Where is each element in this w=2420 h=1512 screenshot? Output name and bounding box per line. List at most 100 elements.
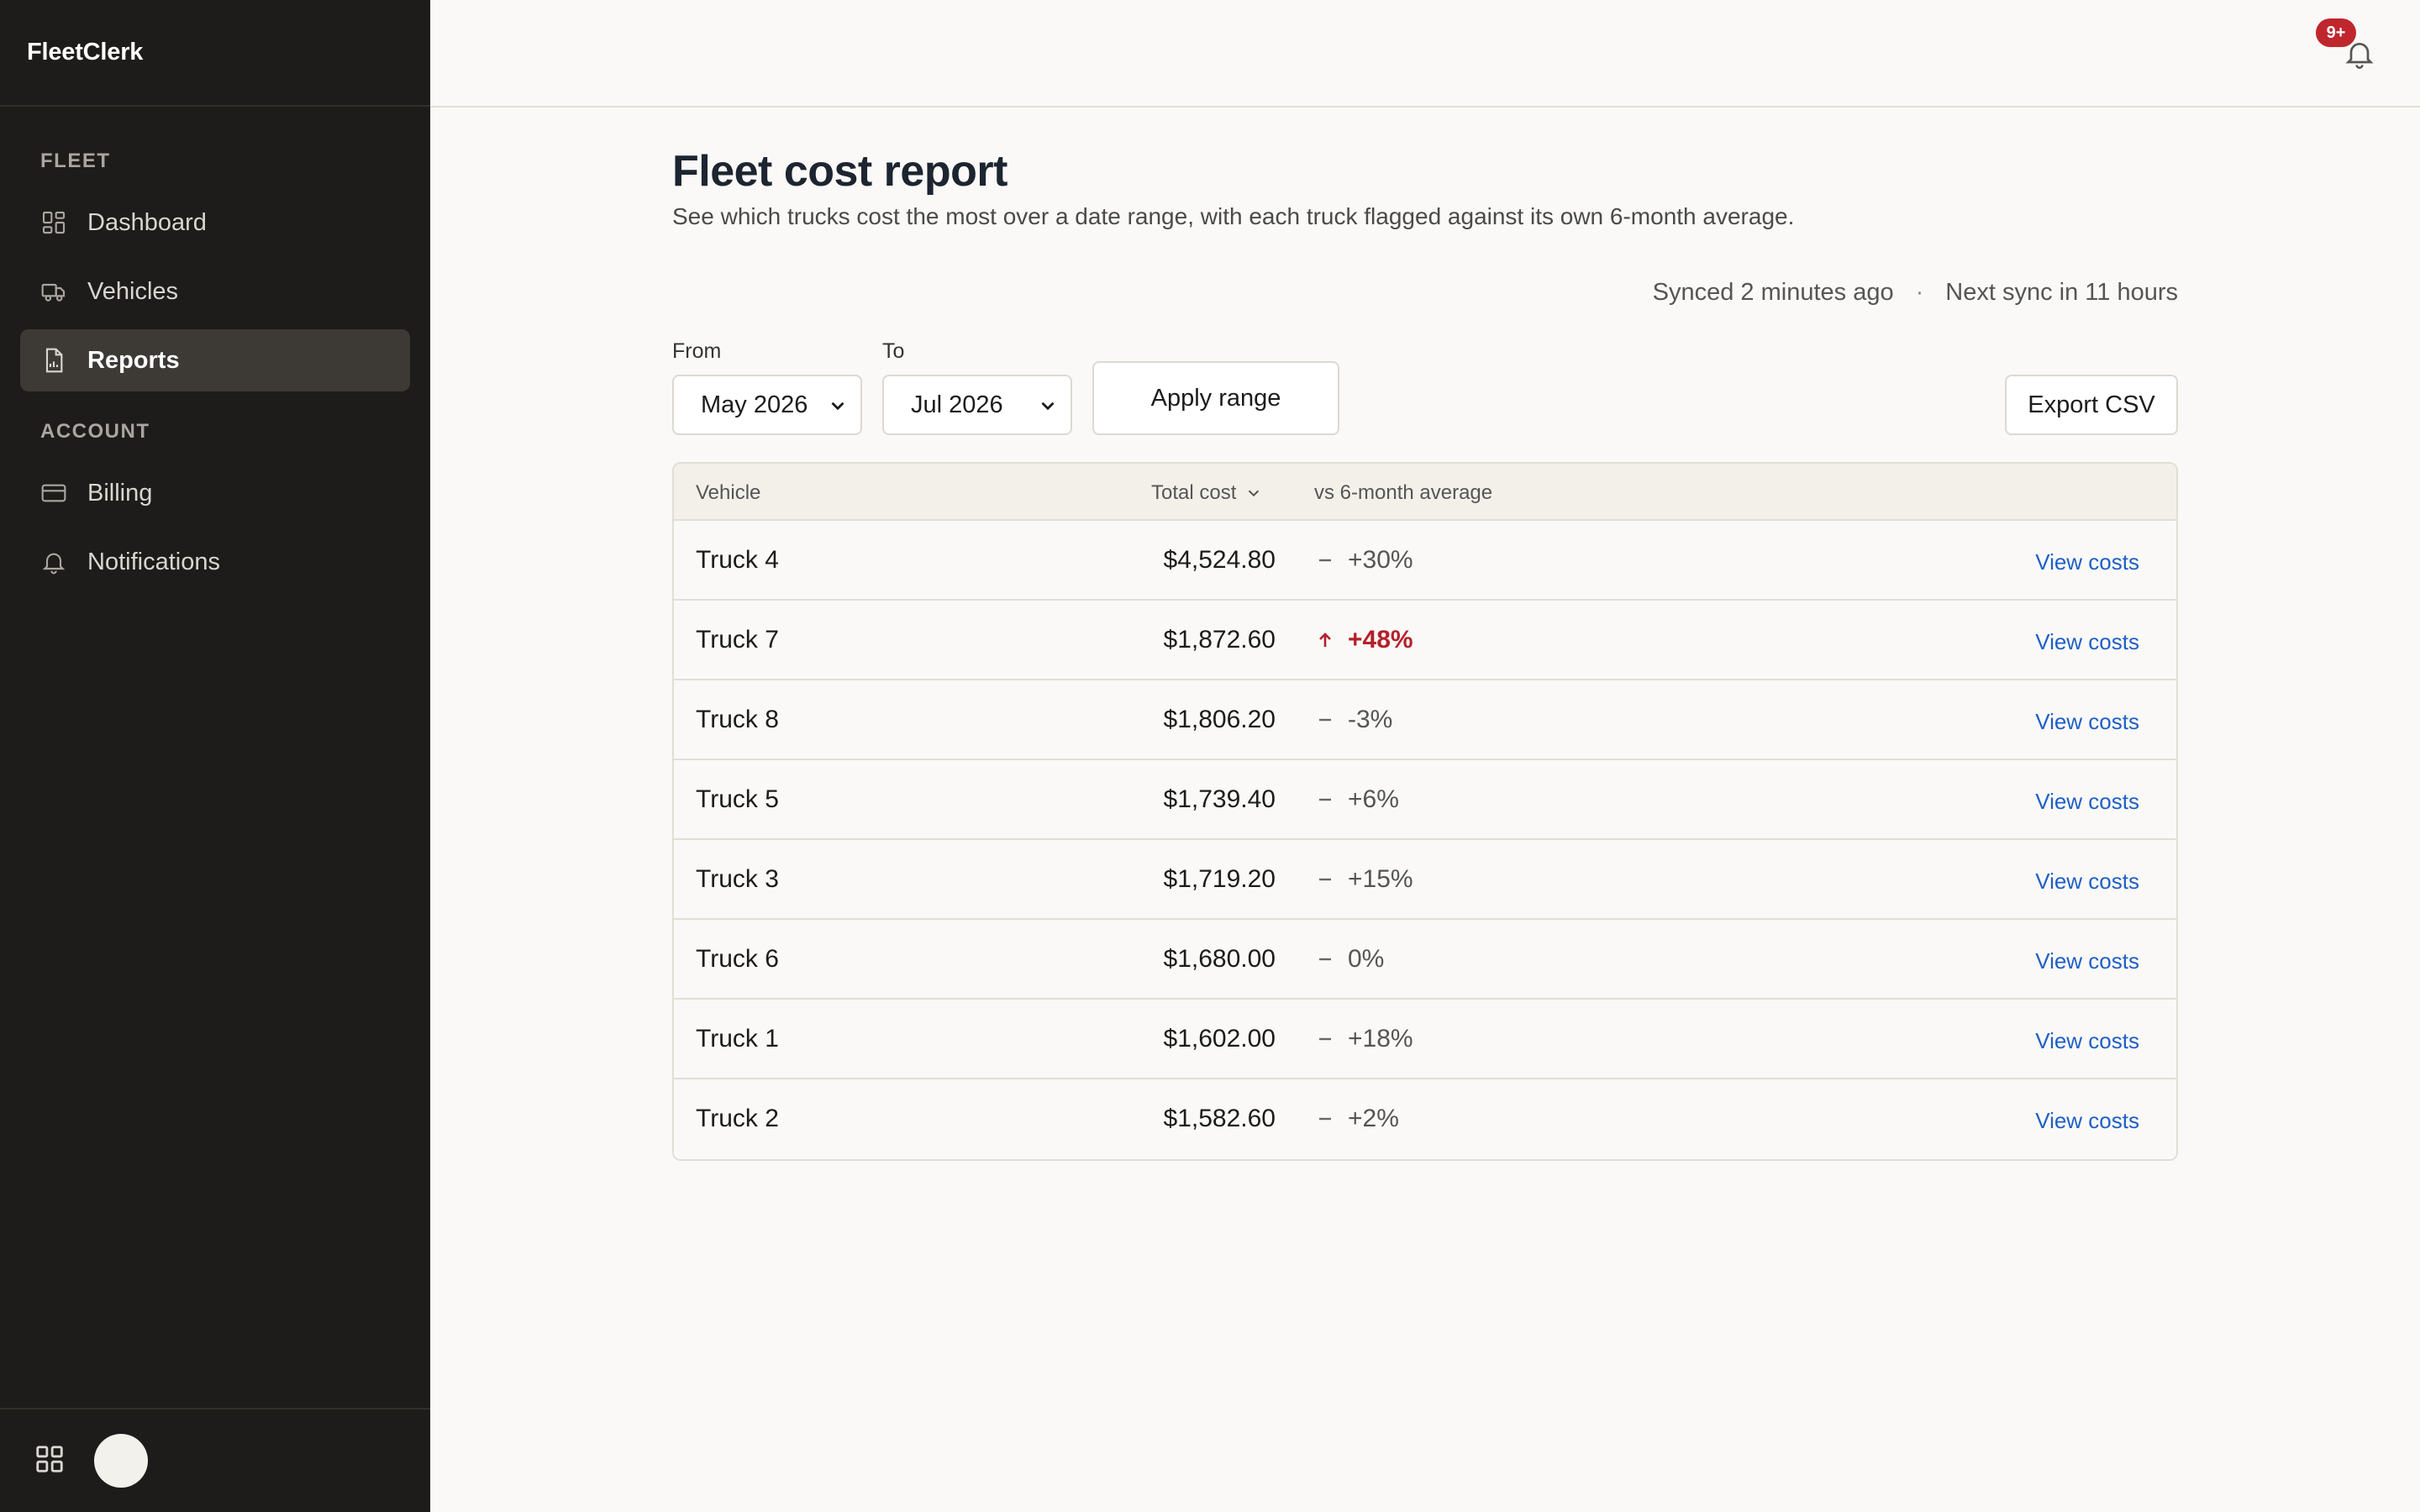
vehicle-name: Truck 7: [696, 626, 779, 654]
dash-icon: [1314, 709, 1336, 731]
nav-section-account: ACCOUNT: [40, 420, 150, 443]
delta-value: +15%: [1348, 865, 1413, 893]
from-month-value: May 2026: [701, 391, 808, 418]
apps-grid-icon[interactable]: [34, 1443, 66, 1479]
table-header: Vehicle Total cost vs 6-month average: [674, 464, 2176, 521]
sort-chevron-down-icon: [1249, 490, 1260, 497]
vehicle-name: Truck 5: [696, 785, 779, 813]
sidebar-footer: [0, 1408, 430, 1512]
total-cost: $1,719.20: [1163, 865, 1276, 893]
sync-status: Synced 2 minutes ago · Next sync in 11 hou…: [1653, 279, 2178, 307]
sidebar-item-label: Notifications: [87, 548, 220, 575]
delta-value: -3%: [1348, 706, 1393, 733]
view-costs-link[interactable]: View costs: [2035, 789, 2139, 814]
dash-icon: [1314, 1028, 1336, 1050]
from-month-select[interactable]: May 2026: [672, 375, 862, 435]
dash-icon: [1314, 869, 1336, 890]
column-header-vehicle[interactable]: Vehicle: [696, 481, 761, 504]
sidebar-item-label: Billing: [87, 479, 153, 507]
notification-badge: 9+: [2316, 18, 2356, 47]
sidebar-item-reports[interactable]: Reports: [20, 329, 410, 391]
delta-value: +18%: [1348, 1025, 1413, 1053]
sidebar-item-label: Dashboard: [87, 208, 207, 236]
view-costs-link[interactable]: View costs: [2035, 629, 2139, 654]
sync-separator: ·: [1915, 279, 1924, 306]
vehicle-name: Truck 4: [696, 546, 779, 574]
average-delta: +18%: [1314, 1025, 1413, 1053]
chevron-down-icon: [827, 395, 849, 417]
total-cost: $1,872.60: [1163, 626, 1276, 654]
cost-table: Vehicle Total cost vs 6-month average Tr…: [672, 462, 2178, 1161]
average-delta: +48%: [1314, 626, 1413, 654]
arrow-up-icon: [1314, 629, 1336, 651]
column-header-label: Total cost: [1151, 481, 1237, 504]
vehicle-name: Truck 1: [696, 1025, 779, 1053]
sidebar: FleetClerk FLEET Dashboard Vehicles: [0, 0, 430, 1512]
sidebar-item-label: Reports: [87, 346, 180, 374]
average-delta: +2%: [1314, 1105, 1399, 1133]
table-row: Truck 4 $4,524.80 +30% View costs: [674, 521, 2176, 601]
view-costs-link[interactable]: View costs: [2035, 1108, 2139, 1133]
delta-value: +6%: [1348, 785, 1399, 813]
table-row: Truck 8 $1,806.20 -3% View costs: [674, 680, 2176, 760]
apply-range-button[interactable]: Apply range: [1092, 361, 1339, 435]
total-cost: $4,524.80: [1163, 546, 1276, 574]
truck-icon: [40, 278, 67, 305]
dashboard-icon: [40, 209, 67, 236]
total-cost: $1,739.40: [1163, 785, 1276, 813]
column-header-total-cost[interactable]: Total cost: [1151, 481, 1263, 505]
bell-icon: [40, 549, 67, 575]
total-cost: $1,602.00: [1163, 1025, 1276, 1053]
view-costs-link[interactable]: View costs: [2035, 549, 2139, 575]
report-icon: [40, 347, 67, 374]
delta-value: +2%: [1348, 1105, 1399, 1132]
view-costs-link[interactable]: View costs: [2035, 1028, 2139, 1053]
nav-section-fleet: FLEET: [40, 150, 111, 172]
next-sync-text: Next sync in 11 hours: [1945, 279, 2178, 306]
table-row: Truck 6 $1,680.00 0% View costs: [674, 920, 2176, 1000]
dash-icon: [1314, 1108, 1336, 1130]
avatar[interactable]: [94, 1434, 148, 1488]
view-costs-link[interactable]: View costs: [2035, 869, 2139, 894]
average-delta: 0%: [1314, 945, 1384, 974]
view-costs-link[interactable]: View costs: [2035, 948, 2139, 974]
average-delta: +30%: [1314, 546, 1413, 575]
vehicle-name: Truck 8: [696, 706, 779, 733]
sidebar-item-notifications[interactable]: Notifications: [20, 531, 410, 593]
to-month-select[interactable]: Jul 2026: [882, 375, 1072, 435]
total-cost: $1,680.00: [1163, 945, 1276, 973]
average-delta: +15%: [1314, 865, 1413, 894]
sync-status-text: Synced 2 minutes ago: [1652, 279, 1894, 306]
total-cost: $1,806.20: [1163, 706, 1276, 733]
vehicle-name: Truck 2: [696, 1105, 779, 1132]
column-header-vs-average[interactable]: vs 6-month average: [1314, 481, 1493, 504]
dash-icon: [1314, 789, 1336, 811]
sidebar-item-label: Vehicles: [87, 277, 179, 305]
dash-icon: [1314, 549, 1336, 571]
brand-logo[interactable]: FleetClerk: [0, 0, 430, 107]
top-bar: 9+: [430, 0, 2420, 108]
sidebar-item-billing[interactable]: Billing: [20, 462, 410, 524]
to-month-value: Jul 2026: [911, 391, 1003, 418]
sidebar-item-dashboard[interactable]: Dashboard: [20, 192, 410, 254]
delta-value: +48%: [1348, 626, 1413, 654]
vehicle-name: Truck 6: [696, 945, 779, 973]
table-row: Truck 7 $1,872.60 +48% View costs: [674, 601, 2176, 680]
delta-value: 0%: [1348, 945, 1385, 973]
table-row: Truck 5 $1,739.40 +6% View costs: [674, 760, 2176, 840]
credit-card-icon: [40, 480, 67, 507]
page-subtitle: See which trucks cost the most over a da…: [672, 203, 1795, 229]
table-body: Truck 4 $4,524.80 +30% View costs Truck 7 $1,…: [674, 521, 2176, 1159]
vehicle-name: Truck 3: [696, 865, 779, 893]
notifications-bell-icon[interactable]: [2343, 37, 2376, 71]
page-title: Fleet cost report: [672, 147, 1007, 196]
chevron-down-icon: [1037, 395, 1059, 417]
export-csv-button[interactable]: Export CSV: [2005, 375, 2178, 435]
view-costs-link[interactable]: View costs: [2035, 709, 2139, 734]
table-row: Truck 1 $1,602.00 +18% View costs: [674, 1000, 2176, 1079]
total-cost: $1,582.60: [1163, 1105, 1276, 1132]
delta-value: +30%: [1348, 546, 1413, 574]
from-label: From: [672, 339, 722, 363]
sidebar-item-vehicles[interactable]: Vehicles: [20, 260, 410, 323]
